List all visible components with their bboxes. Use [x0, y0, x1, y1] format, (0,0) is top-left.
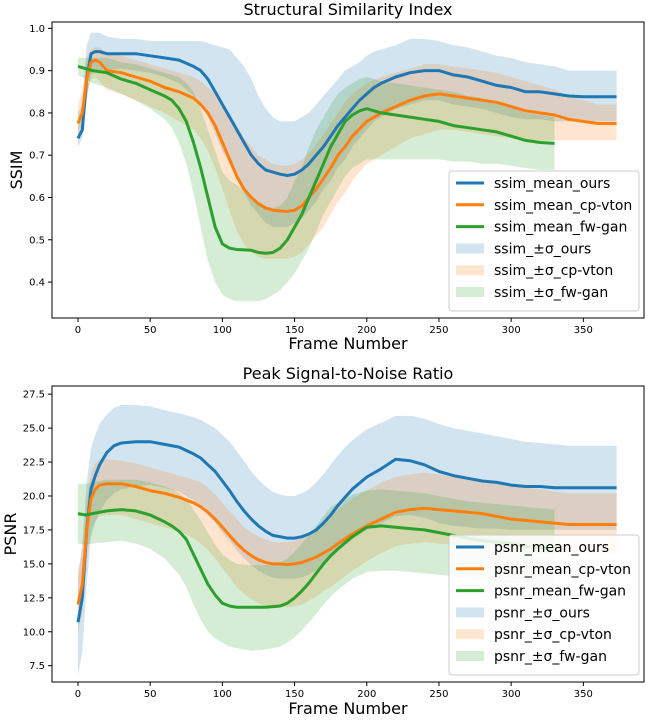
chart-title: Structural Similarity Index	[243, 0, 452, 19]
legend-label: ssim_mean_ours	[494, 176, 610, 192]
chart-title: Peak Signal-to-Noise Ratio	[243, 364, 454, 383]
x-tick-label: 0	[75, 689, 81, 700]
legend-label: psnr_mean_cp-vton	[494, 562, 631, 578]
legend-swatch-band	[456, 243, 484, 254]
y-tick-label: 27.5	[23, 390, 45, 401]
x-tick-label: 100	[213, 325, 232, 336]
x-tick-label: 300	[502, 325, 521, 336]
y-axis-label: SSIM	[7, 151, 26, 190]
legend-label: psnr_±σ_fw-gan	[494, 649, 607, 665]
legend-swatch-band	[456, 651, 484, 661]
plot-area	[76, 32, 617, 302]
legend-swatch-band	[456, 287, 484, 297]
y-tick-label: 0.5	[29, 235, 45, 246]
x-tick-label: 100	[213, 689, 232, 700]
legend-label: psnr_mean_fw-gan	[494, 584, 626, 600]
legend-box	[448, 534, 640, 676]
x-tick-label: 50	[144, 325, 157, 336]
band-psnr_mean_fw-gan	[78, 479, 555, 651]
axes-frame	[51, 385, 645, 683]
x-axis-label: Frame Number	[288, 334, 408, 353]
x-tick-label: 50	[144, 689, 157, 700]
series-line-ssim_mean_cp-vton	[76, 58, 617, 213]
x-tick-label: 200	[357, 325, 376, 336]
y-axis-label: PSNR	[1, 513, 20, 556]
x-tick-label: 250	[429, 689, 448, 700]
legend-label: ssim_±σ_ours	[494, 241, 591, 257]
band-psnr_mean_cp-vton	[78, 459, 617, 632]
series-line-psnr_mean_ours	[76, 440, 617, 623]
x-tick-label: 200	[357, 689, 376, 700]
legend-label: ssim_mean_cp-vton	[494, 198, 632, 214]
y-tick-label: 0.9	[29, 66, 45, 77]
legend-label: ssim_±σ_fw-gan	[494, 285, 608, 301]
legend: psnr_mean_ours psnr_mean_cp-vton psnr_mean…	[448, 534, 640, 676]
y-tick-label: 12.5	[23, 593, 45, 604]
y-tick-label: 22.5	[23, 458, 45, 469]
x-tick-label: 0	[75, 325, 81, 336]
y-tick-label: 0.7	[29, 151, 45, 162]
y-tick-label: 0.8	[29, 108, 45, 119]
legend-label: psnr_±σ_ours	[494, 605, 590, 621]
legend-label: ssim_±σ_cp-vton	[494, 263, 613, 279]
x-tick-label: 150	[285, 325, 304, 336]
x-tick-label: 250	[429, 325, 448, 336]
x-tick-label: 350	[574, 689, 593, 700]
legend-swatch-band	[456, 629, 484, 640]
series-line-ssim_mean_ours	[76, 50, 617, 177]
legend-label: psnr_±σ_cp-vton	[494, 627, 612, 643]
y-tick-label: 25.0	[23, 424, 45, 435]
x-tick-label: 350	[574, 325, 593, 336]
y-tick-label: 20.0	[23, 491, 45, 502]
y-tick-label: 15.0	[23, 559, 45, 570]
series-line-psnr_mean_cp-vton	[76, 482, 617, 605]
plot-area	[76, 405, 617, 676]
legend-swatch-band	[456, 607, 484, 618]
y-tick-label: 1.0	[29, 24, 45, 35]
x-tick-label: 300	[502, 689, 521, 700]
series-line-ssim_mean_fw-gan	[77, 64, 555, 255]
axes-frame	[51, 21, 645, 319]
y-tick-label: 17.5	[23, 525, 45, 536]
legend-label: psnr_mean_ours	[494, 540, 609, 556]
psnr-panel: Peak Signal-to-Noise Ratio 0 50 100 150 200 2…	[1, 364, 645, 718]
x-axis-label: Frame Number	[288, 699, 408, 718]
legend-label: ssim_mean_fw-gan	[494, 220, 627, 236]
legend-box	[448, 170, 640, 312]
axis-ticks: 0 50 100 150 200 250 300 350 0.4 0.5 0.6 0.7 0.8 0.9 1…	[29, 24, 593, 336]
legend: ssim_mean_ours ssim_mean_cp-vton ssim_mean…	[448, 170, 640, 312]
y-tick-label: 10.0	[23, 627, 45, 638]
ssim-panel: Structural Similarity Index 0 50 100 150 200…	[7, 0, 645, 353]
legend-swatch-band	[456, 265, 484, 276]
y-tick-label: 7.5	[29, 661, 45, 672]
y-tick-label: 0.4	[29, 278, 45, 289]
x-tick-label: 150	[285, 689, 304, 700]
y-tick-label: 0.6	[29, 193, 45, 204]
axis-ticks: 0 50 100 150 200 250 300 350 7.5 10.0 12.5 15.0 17.5…	[23, 390, 593, 700]
